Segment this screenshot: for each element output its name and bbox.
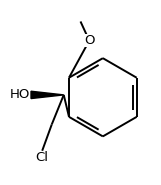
Text: Cl: Cl [35, 152, 48, 164]
Text: O: O [84, 34, 95, 47]
Text: HO: HO [10, 88, 30, 101]
Polygon shape [31, 91, 64, 99]
